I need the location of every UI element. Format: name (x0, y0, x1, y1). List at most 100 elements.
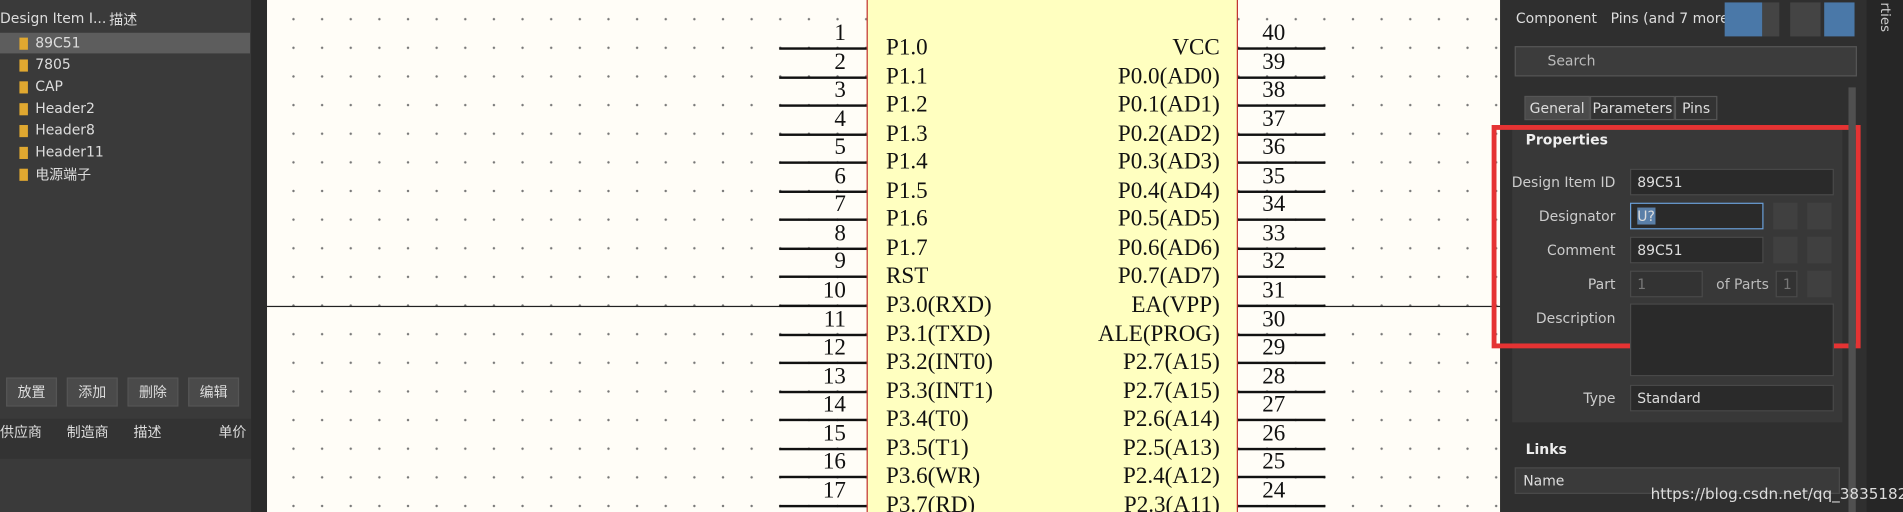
button[interactable]: 添加 (66, 377, 118, 407)
search-box[interactable] (1514, 46, 1857, 77)
pin-line (1237, 104, 1326, 107)
pin-line (1237, 47, 1326, 50)
pin-number: 16 (822, 449, 846, 476)
pin-number: 30 (1262, 306, 1286, 333)
suffix-box (1775, 270, 1798, 298)
watermark: https://blog.csdn.net/qq_38351824 (1650, 484, 1903, 503)
pin-number: 24 (1262, 478, 1286, 504)
pin-number: 2 (834, 49, 846, 75)
pin-name: P3.0(RXD) (886, 292, 992, 319)
pin-line (1237, 390, 1326, 393)
select-button[interactable] (1790, 2, 1821, 37)
pin-line (779, 304, 867, 308)
library-item[interactable]: Header2 (35, 99, 95, 117)
pin-line (1237, 504, 1326, 508)
pin-line (1237, 75, 1326, 79)
table-header: 制造商 (66, 423, 109, 441)
pin-number: 9 (834, 249, 846, 275)
side-tab-strip[interactable] (1866, 0, 1903, 512)
pin-number: 31 (1262, 277, 1286, 304)
library-item[interactable]: 7805 (35, 55, 71, 73)
visibility-button[interactable] (1773, 202, 1798, 230)
lock-button[interactable] (1807, 236, 1832, 264)
library-item[interactable]: 89C51 (35, 33, 81, 51)
pin-number: 17 (822, 478, 846, 504)
pin-number: 11 (823, 306, 846, 333)
pin-number: 8 (834, 220, 846, 247)
pin-name: P2.3(A11) (1123, 492, 1220, 512)
pin-name: P1.3 (886, 120, 928, 147)
tab[interactable]: Parameters (1589, 95, 1675, 121)
filter-dropdown[interactable] (1762, 2, 1780, 37)
divider (251, 0, 268, 512)
pin-number: 33 (1262, 220, 1286, 247)
pin-number: 35 (1262, 163, 1286, 190)
pin-line (1237, 190, 1326, 193)
field-input[interactable] (1629, 270, 1703, 298)
filter-button[interactable] (1724, 2, 1763, 37)
scrollbar (1848, 87, 1856, 512)
library-item[interactable]: Header8 (35, 121, 95, 139)
suffix-value: 1 (1782, 275, 1792, 293)
pin-name: P2.7(A15) (1123, 349, 1220, 376)
field-input[interactable] (1629, 168, 1834, 196)
library-item[interactable]: 电源端子 (35, 166, 92, 184)
pin-line (779, 218, 867, 222)
field-input[interactable] (1629, 384, 1834, 412)
pin-name: P3.4(T0) (886, 406, 969, 433)
lock-button[interactable] (1807, 270, 1832, 298)
tab[interactable]: Pins (1674, 95, 1718, 121)
pin-number: 4 (834, 106, 846, 132)
lock-button[interactable] (1807, 202, 1832, 230)
pin-number: 1 (834, 20, 846, 47)
item-icon (19, 81, 28, 94)
pin-name: P0.4(AD4) (1117, 178, 1220, 204)
pin-number: 36 (1262, 135, 1286, 161)
pin-line (1237, 247, 1326, 250)
pin-line (779, 104, 867, 107)
tab[interactable]: General (1524, 95, 1590, 121)
pin-name: VCC (1172, 35, 1220, 61)
pin-name: RST (886, 263, 929, 290)
pin-name: P3.7(RD) (886, 492, 976, 512)
button[interactable]: 编辑 (188, 377, 240, 407)
links-title[interactable]: Links (1525, 440, 1567, 458)
button[interactable]: 放置 (6, 377, 58, 407)
pin-line (1237, 161, 1326, 165)
pin-name: P0.3(AD3) (1117, 149, 1220, 176)
select-button[interactable] (1824, 2, 1855, 37)
visibility-button[interactable] (1773, 236, 1798, 264)
pin-line (1237, 218, 1326, 222)
selection (0, 32, 251, 54)
description-box[interactable] (1629, 303, 1834, 377)
pin-name: P3.5(T1) (886, 435, 969, 461)
pin-number: 14 (822, 392, 846, 418)
pin-line (1237, 304, 1326, 308)
button[interactable]: 删除 (127, 377, 179, 407)
item-icon (19, 37, 28, 50)
field-value: 89C51 (1637, 241, 1683, 259)
pin-name: P2.5(A13) (1123, 435, 1220, 461)
field-input[interactable] (1629, 236, 1764, 264)
item-icon (19, 103, 28, 116)
item-icon (19, 59, 28, 72)
pin-name: P0.5(AD5) (1117, 206, 1220, 233)
pin-name: P1.2 (886, 92, 928, 118)
pin-number: 40 (1262, 20, 1286, 47)
suffix-label: of Parts (1716, 275, 1769, 293)
pin-line (1237, 447, 1326, 451)
library-item[interactable]: Header11 (35, 143, 104, 161)
pin-name: P0.1(AD1) (1117, 92, 1220, 118)
field-label: Designator (1538, 207, 1616, 225)
section-title[interactable]: Properties (1525, 131, 1608, 149)
pin-name: ALE(PROG) (1098, 321, 1220, 347)
pin-name: P3.6(WR) (886, 464, 981, 490)
pin-number: 38 (1262, 77, 1286, 104)
side-tab[interactable]: rties (1877, 2, 1894, 33)
table-header: 单价 (218, 423, 247, 441)
table-header: 供应商 (0, 423, 42, 441)
pin-name: P3.2(INT0) (886, 349, 993, 376)
pin-name: P1.4 (886, 149, 928, 176)
library-item[interactable]: CAP (35, 77, 63, 95)
